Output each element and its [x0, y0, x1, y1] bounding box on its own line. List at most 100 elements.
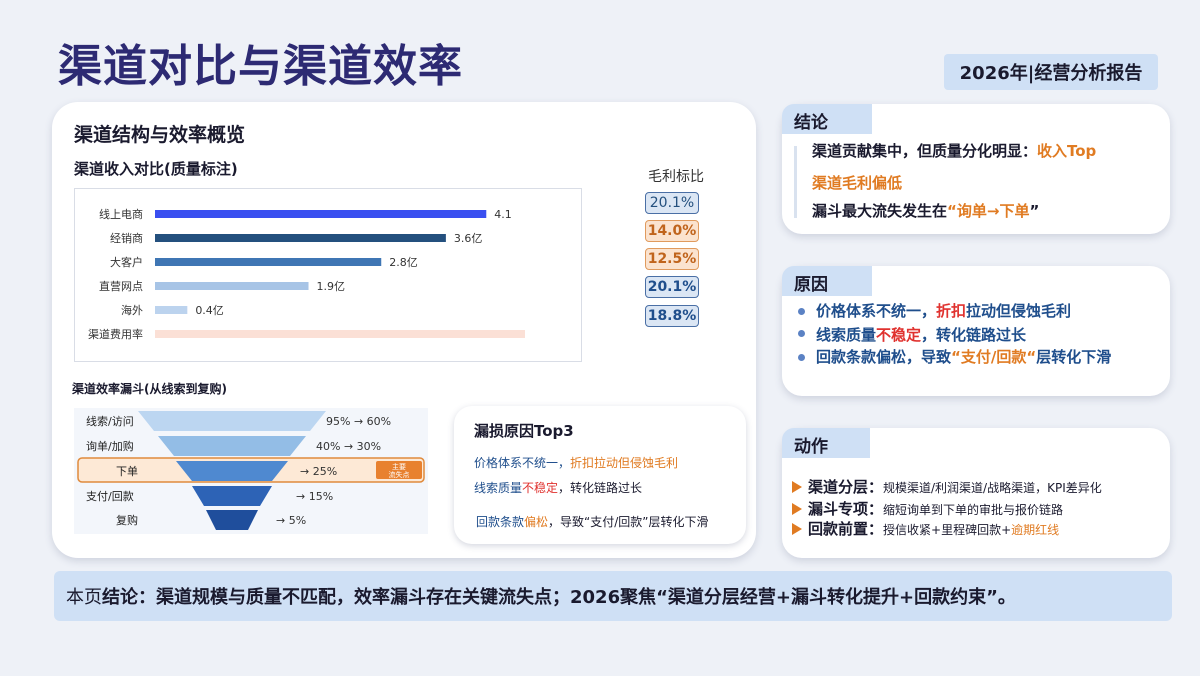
funnel-stage-value: 40% → 30% — [316, 440, 381, 453]
cause-highlight: 不稳定 — [876, 326, 922, 344]
conclusion-text: 漏斗最大流失发生在 — [812, 202, 948, 220]
bar-category-label: 大客户 — [110, 255, 143, 269]
action-head: 回款前置： — [808, 520, 884, 538]
action-body: 规模渠道/利润渠道/战略渠道，KPI差异化 — [883, 481, 1102, 495]
top3-text: ，转化链路过长 — [558, 481, 643, 495]
bullet-dot — [798, 330, 805, 337]
action-head: 漏斗专项： — [808, 500, 884, 518]
conclusion-highlight: 收入Top — [1037, 142, 1097, 160]
cause-line-2: 线索质量不稳定，转化链路过长 — [816, 324, 1026, 345]
bottom-summary: 本页 结论： 渠道规模与质量不匹配，效率漏斗存在关键流失点；2026聚焦“渠道分层经… — [54, 571, 1172, 621]
top3-highlight: 不稳定 — [522, 481, 559, 495]
top3-text: 线索质量 — [474, 481, 523, 495]
conclusion-line-3: 漏斗最大流失发生在“询单→下单” — [812, 200, 1039, 221]
margin-badge: 18.8% — [645, 305, 699, 327]
funnel-stage-label: 下单 — [116, 465, 138, 478]
triangle-bullet-icon — [792, 523, 802, 535]
funnel-stage-2 — [158, 436, 306, 456]
action-card: 动作 渠道分层：规模渠道/利润渠道/战略渠道，KPI差异化 漏斗专项：缩短询单到… — [782, 428, 1170, 558]
conclusion-text: 渠道贡献集中，但质量分化明显： — [812, 142, 1038, 160]
triangle-bullet-icon — [792, 503, 802, 515]
funnel-stage-3 — [176, 461, 288, 481]
triangle-bullet-icon — [792, 481, 802, 493]
bar-value-label: 0.4亿 — [195, 304, 224, 317]
cause-line-3: 回款条款偏松，导致“支付/回款“层转化下滑 — [816, 346, 1111, 367]
funnel-title: 渠道效率漏斗(从线索到复购) — [72, 382, 227, 396]
bar — [155, 306, 188, 314]
cause-text: 回款条款偏松 — [816, 348, 907, 366]
action-item: 回款前置：授信收紧+里程碑回款+逾期红线 — [792, 518, 1059, 539]
bar-category-label: 经销商 — [110, 231, 143, 245]
bullet-dot — [798, 354, 805, 361]
funnel-stage-label: 复购 — [116, 513, 138, 527]
cause-text: 拉动但侵蚀毛利 — [966, 302, 1072, 320]
cause-text: 层转化下滑 — [1036, 348, 1112, 366]
cause-line-1: 价格体系不统一，折扣拉动但侵蚀毛利 — [816, 300, 1071, 321]
action-body: 缩短询单到下单的审批与报价链路 — [883, 503, 1064, 517]
cause-text: ，导致 — [906, 348, 952, 366]
main-loss-tag-line1: 主要 — [392, 462, 406, 471]
revenue-chart: 线上电商 4.1 经销商 3.6亿 大客户 2.8亿 直营网点 1.9亿 海外 0.4亿 渠道费用率 — [74, 188, 582, 362]
top3-text: ，导致“支付/回款”层转化下滑 — [548, 515, 709, 529]
cause-highlight: 折扣 — [936, 302, 967, 320]
bar — [155, 210, 487, 218]
cause-card: 原因 价格体系不统一，折扣拉动但侵蚀毛利 线索质量不稳定，转化链路过长 回款条款… — [782, 266, 1170, 396]
conclusion-line-1: 渠道贡献集中，但质量分化明显：收入Top — [812, 140, 1096, 161]
main-loss-tag — [376, 461, 422, 479]
funnel-stage-value: → 5% — [276, 514, 306, 527]
efficiency-funnel: 线索/访问 询单/加购 下单 支付/回款 复购 95% → 60% 40% → … — [74, 408, 428, 534]
summary-label: 结论： — [102, 587, 156, 608]
funnel-stage-5 — [206, 510, 258, 530]
margin-badge: 20.1% — [645, 276, 699, 298]
cause-highlight: “支付/回款“ — [951, 348, 1037, 366]
bar-value-label: 1.9亿 — [317, 280, 346, 293]
conclusion-text: ” — [1029, 202, 1040, 220]
bar — [155, 330, 525, 338]
top3-highlight: 折扣拉动但侵蚀毛利 — [570, 456, 679, 470]
action-head: 渠道分层： — [808, 478, 884, 496]
funnel-stage-value: → 25% — [300, 465, 337, 478]
page-title: 渠道对比与渠道效率 — [58, 41, 463, 92]
conclusion-divider — [794, 146, 797, 218]
action-body: 授信收紧+里程碑回款+ — [883, 523, 1012, 537]
top3-title: 漏损原因Top3 — [474, 422, 574, 440]
top3-item-3: 回款条款偏松，导致“支付/回款”层转化下滑 — [476, 513, 709, 530]
main-loss-tag-line2: 流失点 — [389, 470, 410, 479]
funnel-stage-1 — [138, 411, 326, 431]
funnel-stage-value: → 15% — [296, 490, 333, 503]
summary-text: 渠道规模与质量不匹配，效率漏斗存在关键流失点；2026聚焦“渠道分层经营+漏斗转… — [156, 587, 1016, 608]
bar-category-label: 渠道费用率 — [88, 327, 143, 341]
margin-badge: 12.5% — [645, 248, 699, 270]
conclusion-highlight: “询单→下单 — [947, 202, 1030, 220]
funnel-stage-label: 线索/访问 — [86, 414, 134, 428]
bar — [155, 234, 446, 242]
top3-text: 回款条款 — [476, 515, 525, 529]
funnel-stage-value: 95% → 60% — [326, 415, 391, 428]
revenue-subtitle: 渠道收入对比(质量标注) — [74, 160, 238, 178]
bullet-dot — [798, 308, 805, 315]
bar-category-label: 海外 — [121, 303, 143, 317]
bar-value-label: 2.8亿 — [389, 256, 418, 269]
bar — [155, 282, 309, 290]
margin-badge: 20.1% — [645, 192, 699, 214]
top3-text: 价格体系不统一， — [474, 456, 571, 470]
cause-text: ，转化链路过长 — [921, 326, 1027, 344]
top3-item-2: 线索质量不稳定，转化链路过长 — [474, 479, 642, 496]
bar-value-label: 4.1 — [494, 208, 512, 221]
action-item: 漏斗专项：缩短询单到下单的审批与报价链路 — [792, 498, 1063, 519]
conclusion-tag: 结论 — [782, 104, 872, 134]
overview-title: 渠道结构与效率概览 — [74, 124, 246, 146]
bar-category-label: 直营网点 — [99, 279, 143, 293]
report-tag: 2026年|经营分析报告 — [944, 54, 1158, 90]
margin-badge: 14.0% — [645, 220, 699, 242]
cause-tag: 原因 — [782, 266, 872, 296]
top3-card: 漏损原因Top3 价格体系不统一，折扣拉动但侵蚀毛利 线索质量不稳定，转化链路过… — [454, 406, 746, 544]
funnel-stage-4 — [192, 486, 272, 506]
funnel-stage-label: 询单/加购 — [86, 439, 134, 453]
action-item: 渠道分层：规模渠道/利润渠道/战略渠道，KPI差异化 — [792, 476, 1102, 497]
overview-card: 渠道结构与效率概览 渠道收入对比(质量标注) 线上电商 4.1 经销商 3.6亿 大客户… — [52, 102, 756, 558]
conclusion-line-2: 渠道毛利偏低 — [812, 174, 903, 192]
action-highlight: 逾期红线 — [1011, 523, 1060, 537]
margin-header: 毛利标比 — [648, 169, 704, 185]
conclusion-card: 结论 渠道贡献集中，但质量分化明显：收入Top 渠道毛利偏低 漏斗最大流失发生在… — [782, 104, 1170, 234]
